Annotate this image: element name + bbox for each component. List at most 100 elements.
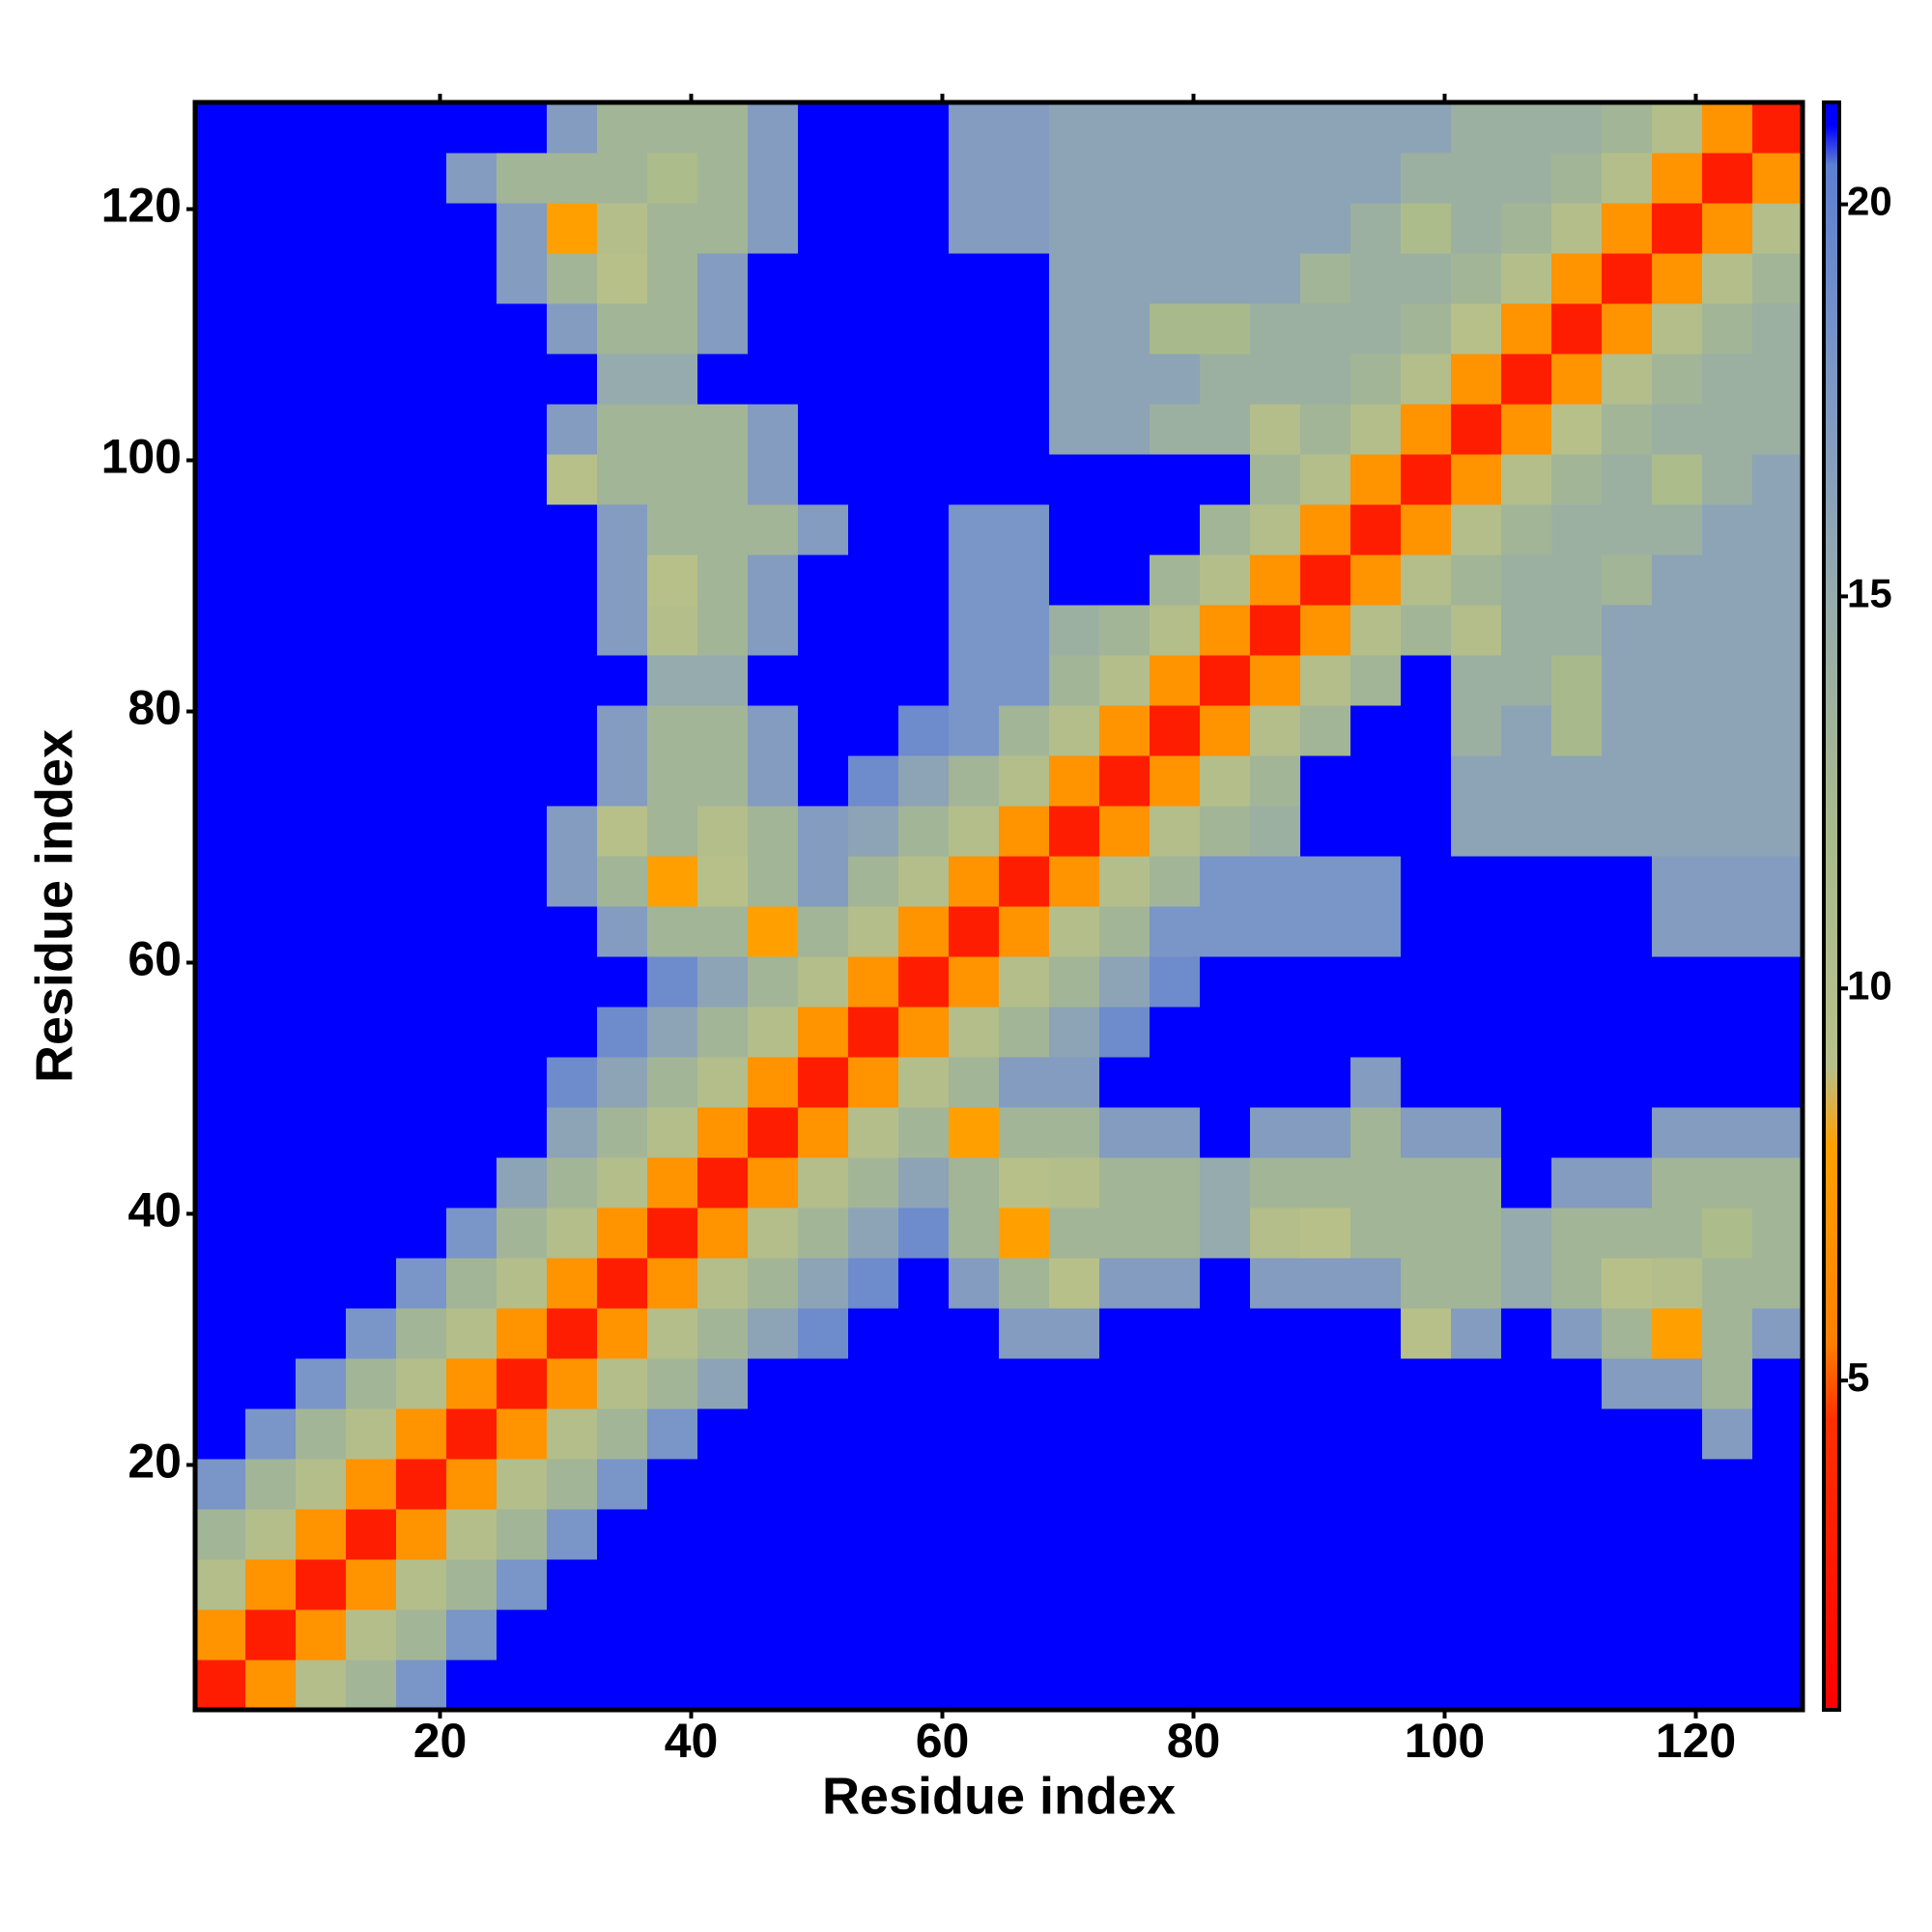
heatmap-cell bbox=[1602, 755, 1653, 807]
heatmap-cell bbox=[898, 102, 950, 154]
heatmap-cell bbox=[1451, 153, 1502, 204]
heatmap-cell bbox=[1250, 1107, 1301, 1158]
heatmap-cell bbox=[1099, 1308, 1151, 1359]
heatmap-cell bbox=[999, 1660, 1050, 1711]
heatmap-cell bbox=[697, 705, 749, 756]
heatmap-cell bbox=[697, 303, 749, 355]
heatmap-cell bbox=[697, 354, 749, 405]
heatmap-cell bbox=[748, 655, 799, 706]
heatmap-cell bbox=[798, 806, 849, 857]
heatmap-cell bbox=[1451, 1157, 1502, 1208]
heatmap-cell bbox=[1150, 1358, 1201, 1409]
heatmap-cell bbox=[597, 203, 648, 254]
heatmap-cell bbox=[296, 1509, 347, 1560]
heatmap-cell bbox=[949, 1258, 1000, 1309]
heatmap-cell bbox=[1250, 755, 1301, 807]
heatmap-cell bbox=[396, 956, 447, 1008]
heatmap-cell bbox=[497, 1007, 548, 1058]
heatmap-cell bbox=[949, 1208, 1000, 1259]
heatmap-cell bbox=[1702, 1308, 1753, 1359]
heatmap-cell bbox=[1602, 1107, 1653, 1158]
heatmap-cell bbox=[1451, 102, 1502, 154]
heatmap-cell bbox=[898, 1007, 950, 1058]
heatmap-cell bbox=[497, 1559, 548, 1610]
heatmap-cell bbox=[1300, 906, 1351, 957]
heatmap-cell bbox=[195, 404, 246, 455]
heatmap-cell bbox=[697, 1308, 749, 1359]
heatmap-cell bbox=[1401, 1660, 1452, 1711]
heatmap-cell bbox=[1200, 102, 1251, 154]
heatmap-cell bbox=[1401, 1208, 1452, 1259]
heatmap-cell bbox=[1602, 1459, 1653, 1510]
heatmap-cell bbox=[1099, 203, 1151, 254]
heatmap-cell bbox=[1501, 1509, 1552, 1560]
heatmap-cell bbox=[1350, 1660, 1402, 1711]
heatmap-cell bbox=[1501, 705, 1552, 756]
heatmap-cell bbox=[898, 755, 950, 807]
heatmap-cell bbox=[848, 404, 899, 455]
heatmap-cell bbox=[1099, 1157, 1151, 1208]
heatmap-cell bbox=[1250, 303, 1301, 355]
heatmap-cell bbox=[1099, 303, 1151, 355]
x-tick-label: 80 bbox=[1167, 1714, 1221, 1768]
heatmap-cell bbox=[396, 1157, 447, 1208]
heatmap-cell bbox=[346, 1509, 397, 1560]
heatmap-cell bbox=[1150, 1107, 1201, 1158]
heatmap-cell bbox=[1551, 1609, 1603, 1661]
heatmap-cell bbox=[1300, 1358, 1351, 1409]
heatmap-cell bbox=[1451, 203, 1502, 254]
heatmap-cell bbox=[647, 1208, 698, 1259]
heatmap-cell bbox=[1501, 1258, 1552, 1309]
heatmap-cell bbox=[1049, 1208, 1100, 1259]
heatmap-cell bbox=[848, 554, 899, 606]
heatmap-cell bbox=[296, 504, 347, 555]
heatmap-cell bbox=[1350, 856, 1402, 907]
heatmap-cell bbox=[898, 1258, 950, 1309]
heatmap-cell bbox=[848, 153, 899, 204]
heatmap-cell bbox=[798, 1509, 849, 1560]
heatmap-cell bbox=[1652, 856, 1703, 907]
heatmap-cell bbox=[1300, 1408, 1351, 1460]
heatmap-cell bbox=[1551, 806, 1603, 857]
heatmap-cell bbox=[1350, 1157, 1402, 1208]
heatmap-cell bbox=[1150, 153, 1201, 204]
heatmap-cell bbox=[1250, 504, 1301, 555]
heatmap-cell bbox=[195, 102, 246, 154]
heatmap-cell bbox=[597, 1258, 648, 1309]
heatmap-cell bbox=[396, 856, 447, 907]
heatmap-cell bbox=[1401, 1559, 1452, 1610]
heatmap-cell bbox=[1099, 655, 1151, 706]
heatmap-cell bbox=[497, 1308, 548, 1359]
heatmap-cell bbox=[446, 655, 497, 706]
heatmap-cell bbox=[1602, 1509, 1653, 1560]
heatmap-cell bbox=[195, 354, 246, 405]
heatmap-cell bbox=[1652, 755, 1703, 807]
heatmap-cell bbox=[1200, 454, 1251, 505]
heatmap-cell bbox=[1702, 504, 1753, 555]
heatmap-cell bbox=[1401, 1408, 1452, 1460]
heatmap-cell bbox=[1602, 1057, 1653, 1108]
colorbar-tick-label: 10 bbox=[1847, 962, 1892, 1008]
heatmap-cell bbox=[647, 404, 698, 455]
heatmap-cell bbox=[245, 956, 297, 1008]
heatmap-cell bbox=[748, 354, 799, 405]
y-axis-title: Residue index bbox=[25, 729, 83, 1083]
heatmap-cell bbox=[597, 454, 648, 505]
heatmap-cell bbox=[697, 404, 749, 455]
heatmap-cell bbox=[1049, 1057, 1100, 1108]
heatmap-cell bbox=[1200, 755, 1251, 807]
heatmap-cell bbox=[296, 303, 347, 355]
heatmap-cell bbox=[1702, 1157, 1753, 1208]
heatmap-cell bbox=[1551, 1258, 1603, 1309]
heatmap-cell bbox=[999, 253, 1050, 304]
heatmap-cell bbox=[1652, 906, 1703, 957]
heatmap-cell bbox=[848, 1258, 899, 1309]
heatmap-cell bbox=[597, 1157, 648, 1208]
heatmap-cell bbox=[949, 655, 1000, 706]
heatmap-cell bbox=[1451, 1358, 1502, 1409]
heatmap-cell bbox=[245, 554, 297, 606]
heatmap-cell bbox=[446, 354, 497, 405]
heatmap-cell bbox=[1451, 1308, 1502, 1359]
heatmap-cell bbox=[999, 806, 1050, 857]
